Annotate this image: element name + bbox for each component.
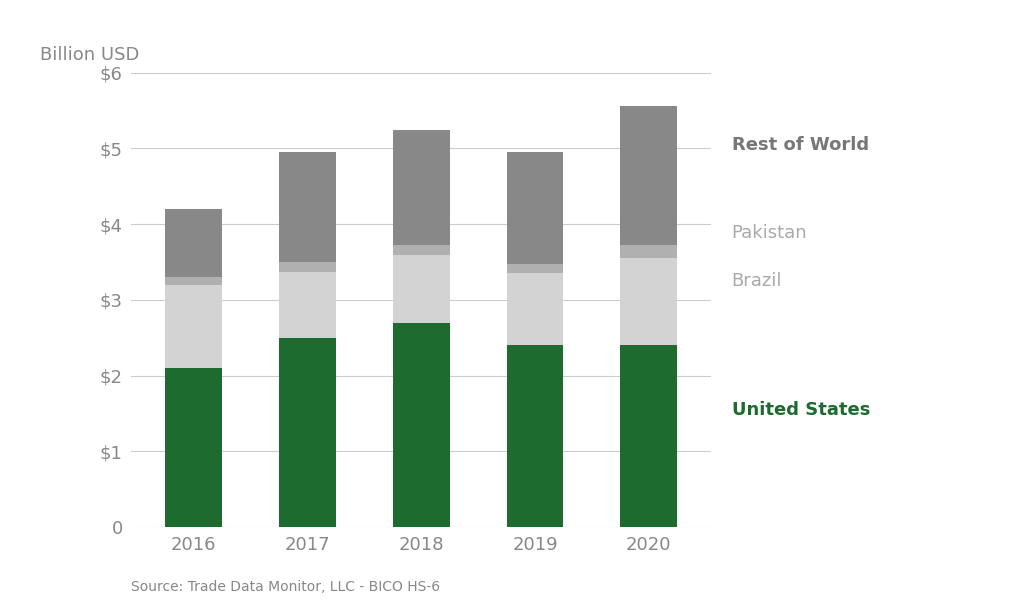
Bar bbox=[279, 262, 336, 272]
Bar bbox=[165, 285, 222, 368]
Bar bbox=[621, 245, 677, 258]
Bar bbox=[393, 245, 450, 255]
Bar bbox=[165, 368, 222, 527]
Bar bbox=[393, 130, 450, 245]
Text: Billion USD: Billion USD bbox=[40, 45, 139, 64]
Text: Rest of World: Rest of World bbox=[732, 136, 869, 154]
Bar bbox=[507, 152, 563, 264]
Bar bbox=[507, 264, 563, 273]
Bar bbox=[393, 322, 450, 527]
Bar bbox=[165, 209, 222, 278]
Bar bbox=[507, 345, 563, 527]
Text: United States: United States bbox=[732, 401, 870, 419]
Bar bbox=[393, 255, 450, 322]
Bar bbox=[165, 278, 222, 285]
Text: Brazil: Brazil bbox=[732, 272, 782, 290]
Bar bbox=[507, 273, 563, 345]
Text: Pakistan: Pakistan bbox=[732, 224, 807, 242]
Bar bbox=[621, 106, 677, 245]
Text: Source: Trade Data Monitor, LLC - BICO HS-6: Source: Trade Data Monitor, LLC - BICO H… bbox=[131, 580, 440, 594]
Bar bbox=[621, 258, 677, 345]
Bar bbox=[279, 338, 336, 527]
Bar bbox=[621, 345, 677, 527]
Bar bbox=[279, 152, 336, 262]
Bar bbox=[279, 272, 336, 338]
